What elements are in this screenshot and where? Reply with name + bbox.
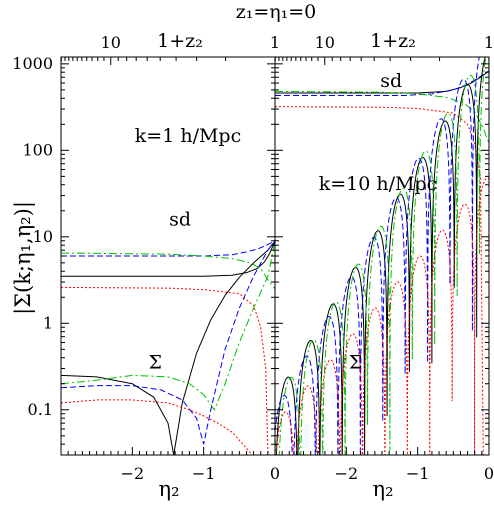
- series-sd-blue-left: [61, 240, 275, 257]
- y-axis-label: |Σ(k;η₁,η₂)|: [11, 201, 36, 315]
- right-annotation: k=10 h/Mpc: [319, 173, 438, 195]
- y-tick-label: 10: [33, 227, 53, 246]
- x-tick-label: −2: [335, 464, 359, 483]
- y-tick-label: 0.1: [28, 400, 53, 419]
- right-frame: [274, 56, 490, 456]
- x-tick-label: 0: [270, 464, 280, 483]
- series-sigma-black-left: [61, 240, 275, 455]
- curve-label-sd-left: sd: [169, 209, 191, 231]
- series-sigma-red-left: [61, 399, 253, 455]
- series-sd-black-right: [275, 70, 489, 94]
- series-sd-red-left: [61, 286, 269, 455]
- left-annotation: k=1 h/Mpc: [135, 125, 241, 147]
- x-tick-label: −1: [192, 464, 216, 483]
- series-sigma-green-right: [275, 57, 489, 455]
- curve-label-sigma-right: Σ: [349, 352, 362, 374]
- x-tick-label: −1: [406, 464, 430, 483]
- right-ticks: sd Σ −2 −1 0 10 1: [274, 33, 494, 483]
- top-tick-label: 1: [270, 33, 280, 52]
- left-top-axis-label: 1+z₂: [157, 30, 203, 52]
- series-sigma-blue-left: [61, 240, 275, 445]
- curve-label-sd-right: sd: [380, 70, 402, 92]
- y-tick-label: 1000: [12, 54, 53, 73]
- right-xlabel: η₂: [373, 477, 394, 501]
- top-tick-label: 10: [101, 33, 121, 52]
- series-sd-green-right: [275, 90, 489, 144]
- panel-right: sd Σ −2 −1 0 10 1 k=10 h/Mpc η₂ 1+z₂: [274, 30, 494, 501]
- curve-label-sigma-left: Σ: [148, 352, 161, 374]
- left-ticks: sd Σ −2 −1 0 10 1 0.1 1 10 100 1000: [12, 33, 280, 483]
- x-tick-label: −2: [121, 464, 145, 483]
- right-top-axis-label: 1+z₂: [370, 30, 416, 52]
- series-sd-black-left: [61, 240, 275, 277]
- series-sd-green-left: [61, 252, 275, 290]
- y-tick-label: 1: [43, 313, 53, 332]
- panel-left: sd Σ −2 −1 0 10 1 0.1 1 10 100 1000 k=1 h/Mpc η₂ 1+…: [12, 30, 280, 501]
- x-tick-label: 0: [484, 464, 494, 483]
- left-plot-area: [61, 240, 275, 455]
- figure-title: z₁=η₁=0: [236, 1, 317, 23]
- series-sd-blue-right: [275, 70, 489, 97]
- series-sigma-red-right: [275, 177, 489, 455]
- y-tick-label: 100: [22, 140, 53, 159]
- top-tick-label: 1: [484, 33, 494, 52]
- left-xlabel: η₂: [159, 477, 180, 501]
- top-tick-label: 10: [315, 33, 335, 52]
- right-plot-area: [275, 57, 489, 455]
- series-sigma-green-left: [61, 241, 275, 411]
- series-sigma-black-right: [275, 57, 489, 455]
